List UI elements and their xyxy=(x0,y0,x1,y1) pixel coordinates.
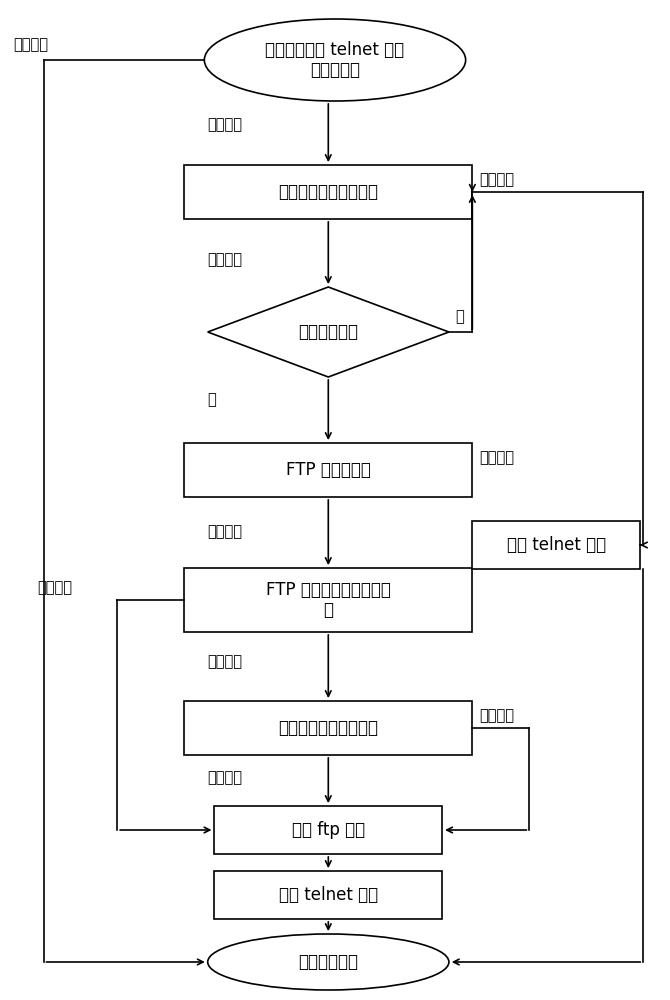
Text: 关闭 ftp 连接: 关闭 ftp 连接 xyxy=(291,821,365,839)
Text: 否: 否 xyxy=(456,310,464,324)
Text: FTP 登陆逆变器: FTP 登陆逆变器 xyxy=(286,461,371,479)
Text: 上传失败: 上传失败 xyxy=(37,580,72,595)
Text: 操作失败: 操作失败 xyxy=(479,172,514,187)
Text: 登陆失败: 登陆失败 xyxy=(13,37,48,52)
FancyBboxPatch shape xyxy=(184,701,472,755)
FancyBboxPatch shape xyxy=(472,521,640,569)
Text: 是: 是 xyxy=(208,392,216,408)
Text: 登陆成功: 登陆成功 xyxy=(208,117,243,132)
Text: 操作成功: 操作成功 xyxy=(208,770,243,786)
Ellipse shape xyxy=(204,19,466,101)
FancyBboxPatch shape xyxy=(184,568,472,632)
Text: 升级结束退出: 升级结束退出 xyxy=(298,953,358,971)
Text: 操作成功: 操作成功 xyxy=(208,252,243,267)
Text: FTP 上传监控软件到逆变
器: FTP 上传监控软件到逆变 器 xyxy=(266,581,391,619)
Text: 登陆成功: 登陆成功 xyxy=(208,524,243,540)
Text: 关闭 telnet 连接: 关闭 telnet 连接 xyxy=(507,536,606,554)
Ellipse shape xyxy=(208,934,449,990)
FancyBboxPatch shape xyxy=(214,871,442,919)
Text: 操作失败: 操作失败 xyxy=(479,708,514,723)
FancyBboxPatch shape xyxy=(184,443,472,497)
Text: 关闭 telnet 连接: 关闭 telnet 连接 xyxy=(279,886,378,904)
Text: 程序已退出？: 程序已退出？ xyxy=(298,323,358,341)
Text: 远程启动监控应用程序: 远程启动监控应用程序 xyxy=(278,719,379,737)
Text: 登陆失败: 登陆失败 xyxy=(479,450,514,466)
Polygon shape xyxy=(208,287,449,377)
Text: 上传成功: 上传成功 xyxy=(208,654,243,670)
Text: 远程停止监控应用程序: 远程停止监控应用程序 xyxy=(278,183,379,201)
FancyBboxPatch shape xyxy=(184,165,472,219)
Text: 后台升级工具 telnet 远程
登陆逆变器: 后台升级工具 telnet 远程 登陆逆变器 xyxy=(265,41,405,79)
FancyBboxPatch shape xyxy=(214,806,442,854)
